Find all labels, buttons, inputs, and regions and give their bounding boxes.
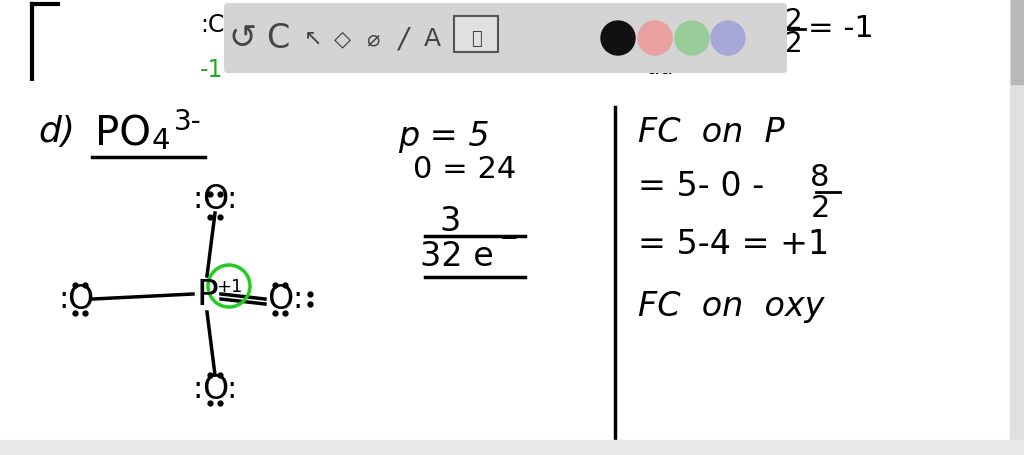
Text: :: : bbox=[227, 374, 238, 404]
Text: FC  on  oxy: FC on oxy bbox=[638, 289, 824, 322]
Bar bbox=[1011, 0, 1023, 85]
Bar bbox=[1010, 0, 1024, 455]
Text: FC  on  P: FC on P bbox=[638, 116, 784, 149]
Text: 2: 2 bbox=[785, 7, 803, 35]
Text: 6 - 6 -: 6 - 6 - bbox=[650, 14, 740, 43]
Text: O: O bbox=[202, 373, 228, 405]
Circle shape bbox=[675, 22, 709, 56]
Text: = 5-4 = +1: = 5-4 = +1 bbox=[638, 228, 829, 260]
FancyBboxPatch shape bbox=[454, 17, 498, 53]
Text: :: : bbox=[193, 374, 203, 404]
Text: = 5- 0 -: = 5- 0 - bbox=[638, 170, 764, 202]
Text: :: : bbox=[292, 285, 302, 314]
Circle shape bbox=[638, 22, 672, 56]
Text: 2: 2 bbox=[810, 193, 829, 222]
Text: 8: 8 bbox=[810, 162, 829, 192]
FancyBboxPatch shape bbox=[224, 4, 787, 74]
Text: O: O bbox=[202, 183, 228, 216]
Text: −: − bbox=[500, 228, 518, 248]
Text: /: / bbox=[398, 25, 408, 53]
Text: ↖: ↖ bbox=[304, 29, 323, 49]
Bar bbox=[0, 440, 1024, 455]
Text: d): d) bbox=[38, 115, 75, 149]
Text: ⛰: ⛰ bbox=[471, 30, 481, 48]
Text: :: : bbox=[58, 285, 69, 314]
Text: uu: uu bbox=[645, 58, 673, 78]
Text: O: O bbox=[67, 283, 93, 316]
Text: 0 = 24: 0 = 24 bbox=[413, 155, 516, 184]
Text: 3: 3 bbox=[439, 205, 461, 238]
Circle shape bbox=[711, 22, 745, 56]
Text: 4: 4 bbox=[152, 127, 171, 155]
Circle shape bbox=[601, 22, 635, 56]
Text: = -1: = -1 bbox=[808, 14, 873, 43]
Text: ↺: ↺ bbox=[229, 22, 257, 56]
Text: +1: +1 bbox=[216, 278, 243, 295]
Text: C: C bbox=[266, 22, 290, 56]
Text: 3-: 3- bbox=[174, 108, 202, 136]
Text: :: : bbox=[193, 185, 203, 214]
Text: 2: 2 bbox=[785, 30, 803, 58]
Text: :: : bbox=[227, 185, 238, 214]
Text: p = 5: p = 5 bbox=[398, 120, 489, 153]
Text: :C: :C bbox=[200, 13, 224, 37]
Text: O: O bbox=[267, 283, 293, 316]
Text: PO: PO bbox=[95, 115, 151, 155]
Text: ◇: ◇ bbox=[335, 29, 351, 49]
Text: -1: -1 bbox=[200, 58, 223, 82]
Text: P: P bbox=[197, 278, 218, 311]
Text: ⌀: ⌀ bbox=[367, 29, 380, 49]
Text: 32 e: 32 e bbox=[420, 239, 494, 273]
Text: A: A bbox=[424, 27, 440, 51]
